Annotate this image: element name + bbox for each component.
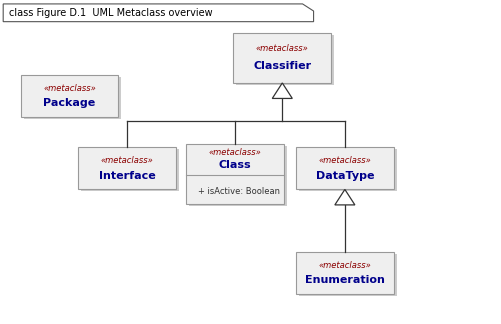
Text: «metaclass»: «metaclass» [101,156,153,166]
Polygon shape [272,83,292,98]
Text: «metaclass»: «metaclass» [256,44,308,53]
Bar [21,75,118,117]
Bar [185,144,283,204]
Text: + isActive: Boolean: + isActive: Boolean [197,187,279,196]
Bar [24,77,121,119]
Text: «metaclass»: «metaclass» [208,148,261,157]
Bar [299,149,396,191]
Text: Class: Class [218,159,250,169]
Text: «metaclass»: «metaclass» [43,84,96,93]
Bar [78,147,175,190]
Bar [188,146,286,206]
Text: Interface: Interface [99,170,155,180]
Polygon shape [3,4,313,22]
Bar [236,35,334,85]
Bar [81,149,178,191]
Polygon shape [334,190,354,205]
Text: «metaclass»: «metaclass» [318,156,371,166]
Bar [296,147,393,190]
Bar [299,254,396,296]
Bar [233,33,331,83]
Bar [296,252,393,294]
Text: DataType: DataType [315,170,373,180]
Text: Package: Package [43,98,96,108]
Text: Enumeration: Enumeration [304,275,384,285]
Text: class Figure D.1  UML Metaclass overview: class Figure D.1 UML Metaclass overview [9,8,212,18]
Text: «metaclass»: «metaclass» [318,261,371,270]
Text: Classifier: Classifier [253,62,311,72]
